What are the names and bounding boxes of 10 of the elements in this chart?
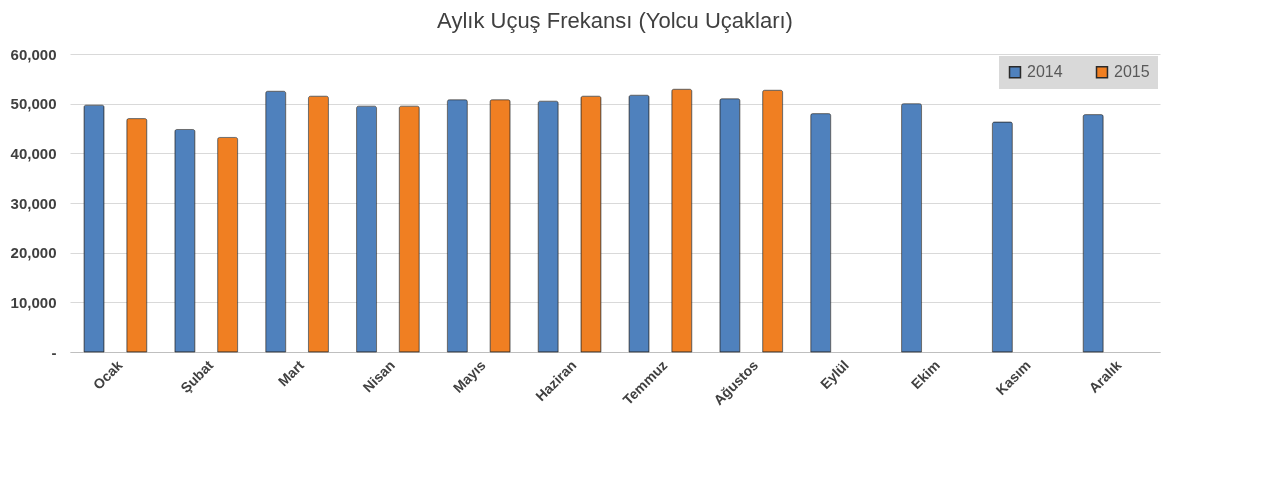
legend-label: 2014 [1027,63,1063,81]
y-tick-label: 10,000 [10,293,57,311]
y-tick-label: 40,000 [10,144,57,162]
chart-title: Aylık Uçuş Frekansı (Yolcu Uçakları) [437,8,793,33]
legend-label: 2015 [1114,63,1150,81]
y-tick-label: 60,000 [10,45,57,63]
y-tick-label: 50,000 [10,95,57,113]
y-tick-label: 30,000 [10,194,57,212]
y-tick-label: - [51,343,57,361]
y-tick-label: 20,000 [10,244,57,262]
